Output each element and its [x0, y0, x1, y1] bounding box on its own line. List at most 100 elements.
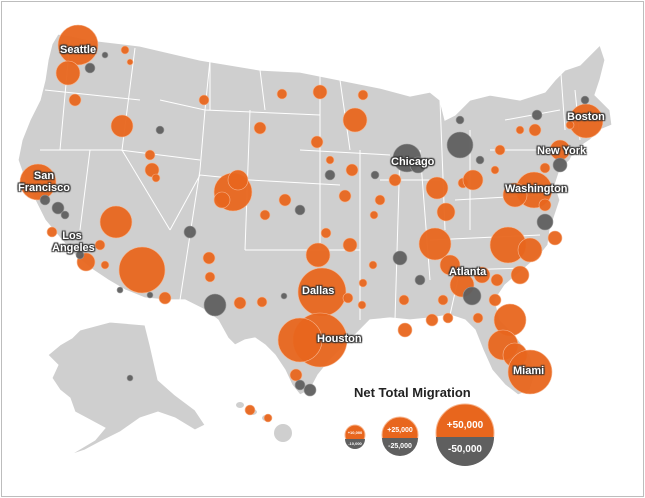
- city-label-boston: Boston: [567, 111, 605, 123]
- net-inflow-bubble: [151, 173, 161, 183]
- net-inflow-bubble: [256, 296, 268, 308]
- net-inflow-bubble: [490, 273, 504, 287]
- net-inflow-bubble: [515, 125, 525, 135]
- net-inflow-bubble: [374, 194, 386, 206]
- map-title: Net Total Migration: [354, 385, 471, 400]
- net-inflow-bubble: [437, 294, 449, 306]
- city-label-seattle: Seattle: [60, 44, 97, 56]
- net-inflow-bubble: [472, 312, 484, 324]
- city-label-san-francisco: San Francisco: [18, 170, 70, 194]
- net-inflow-bubble: [325, 155, 335, 165]
- net-inflow-bubble: [547, 230, 563, 246]
- net-outflow-bubble: [294, 379, 306, 391]
- net-outflow-bubble: [126, 374, 134, 382]
- city-label-los-angeles-text: Los Angeles: [52, 230, 95, 254]
- net-inflow-bubble: [357, 89, 369, 101]
- net-inflow-bubble: [310, 135, 324, 149]
- city-label-atlanta: Atlanta: [449, 266, 487, 278]
- net-inflow-bubble: [57, 24, 99, 66]
- net-inflow-bubble: [425, 176, 449, 200]
- net-inflow-bubble: [244, 404, 256, 416]
- net-inflow-bubble: [158, 291, 172, 305]
- net-outflow-bubble: [183, 225, 197, 239]
- net-inflow-bubble: [369, 210, 379, 220]
- net-inflow-bubble: [342, 107, 368, 133]
- net-inflow-bubble: [342, 292, 354, 304]
- net-inflow-bubble: [110, 114, 134, 138]
- net-outflow-bubble: [294, 204, 306, 216]
- net-inflow-bubble: [204, 271, 216, 283]
- net-outflow-bubble: [84, 62, 96, 74]
- migration-bubbles: [19, 24, 604, 423]
- net-outflow-bubble: [446, 131, 474, 159]
- net-inflow-bubble: [418, 227, 452, 261]
- net-inflow-bubble: [439, 254, 461, 276]
- net-outflow-bubble: [116, 286, 124, 294]
- net-outflow-bubble: [536, 213, 554, 231]
- net-outflow-bubble: [51, 201, 65, 215]
- net-inflow-bubble: [198, 94, 210, 106]
- net-inflow-bubble: [342, 237, 358, 253]
- net-inflow-bubble: [507, 349, 553, 395]
- net-outflow-bubble: [39, 194, 51, 206]
- net-inflow-bubble: [278, 193, 292, 207]
- net-inflow-bubble: [358, 278, 368, 288]
- legend-large-pos-label: +50,000: [447, 420, 484, 431]
- legend-small-neg-label: -10,000: [348, 441, 362, 446]
- net-outflow-bubble: [370, 170, 380, 180]
- net-outflow-bubble: [203, 293, 227, 317]
- net-inflow-bubble: [312, 84, 328, 100]
- net-outflow-bubble: [155, 125, 165, 135]
- net-inflow-bubble: [320, 227, 332, 239]
- legend-large-neg: [436, 437, 494, 466]
- net-inflow-bubble: [538, 198, 552, 212]
- net-inflow-bubble: [345, 163, 359, 177]
- net-inflow-bubble: [462, 169, 484, 191]
- legend: +10,000 -10,000 +25,000 -25,000 +50,000 …: [344, 403, 495, 466]
- net-inflow-bubble: [213, 191, 231, 209]
- alaska-landmass: [47, 321, 206, 456]
- net-inflow-bubble: [289, 368, 303, 382]
- net-inflow-bubble: [494, 144, 506, 156]
- net-inflow-bubble: [263, 413, 273, 423]
- city-label-washington: Washington: [505, 183, 568, 195]
- legend-mid-neg-label: -25,000: [388, 443, 412, 450]
- city-label-new-york: New York: [537, 145, 587, 157]
- net-inflow-bubble: [368, 260, 378, 270]
- net-outflow-bubble: [409, 156, 427, 174]
- net-inflow-bubble: [233, 296, 247, 310]
- net-inflow-bubble: [357, 300, 367, 310]
- net-inflow-bubble: [118, 246, 166, 294]
- net-inflow-bubble: [259, 209, 271, 221]
- net-inflow-bubble: [144, 149, 156, 161]
- net-outflow-bubble: [531, 109, 543, 121]
- net-inflow-bubble: [388, 173, 402, 187]
- city-label-chicago: Chicago: [391, 156, 435, 168]
- net-inflow-bubble: [227, 169, 249, 191]
- net-inflow-bubble: [510, 265, 530, 285]
- city-label-dallas: Dallas: [302, 285, 335, 297]
- net-inflow-bubble: [305, 242, 331, 268]
- net-outflow-bubble: [60, 210, 70, 220]
- city-label-los-angeles: Los Angeles: [52, 230, 95, 254]
- net-inflow-bubble: [517, 237, 543, 263]
- hawaii-islands: [236, 402, 292, 442]
- net-outflow-bubble: [455, 115, 465, 125]
- net-inflow-bubble: [46, 226, 58, 238]
- net-inflow-bubble: [488, 293, 502, 307]
- legend-small-pos-label: +10,000: [348, 430, 363, 435]
- net-inflow-bubble: [99, 205, 133, 239]
- legend-large-neg-label: -50,000: [448, 444, 482, 455]
- net-outflow-bubble: [280, 292, 288, 300]
- net-inflow-bubble: [436, 202, 456, 222]
- net-inflow-bubble: [100, 260, 110, 270]
- city-label-san-francisco-text: San Francisco: [18, 170, 70, 194]
- net-inflow-bubble: [126, 58, 134, 66]
- net-inflow-bubble: [528, 123, 542, 137]
- city-label-miami: Miami: [513, 365, 545, 377]
- net-inflow-bubble: [253, 121, 267, 135]
- net-inflow-bubble: [565, 120, 575, 130]
- city-label-houston: Houston: [317, 333, 362, 345]
- net-inflow-bubble: [120, 45, 130, 55]
